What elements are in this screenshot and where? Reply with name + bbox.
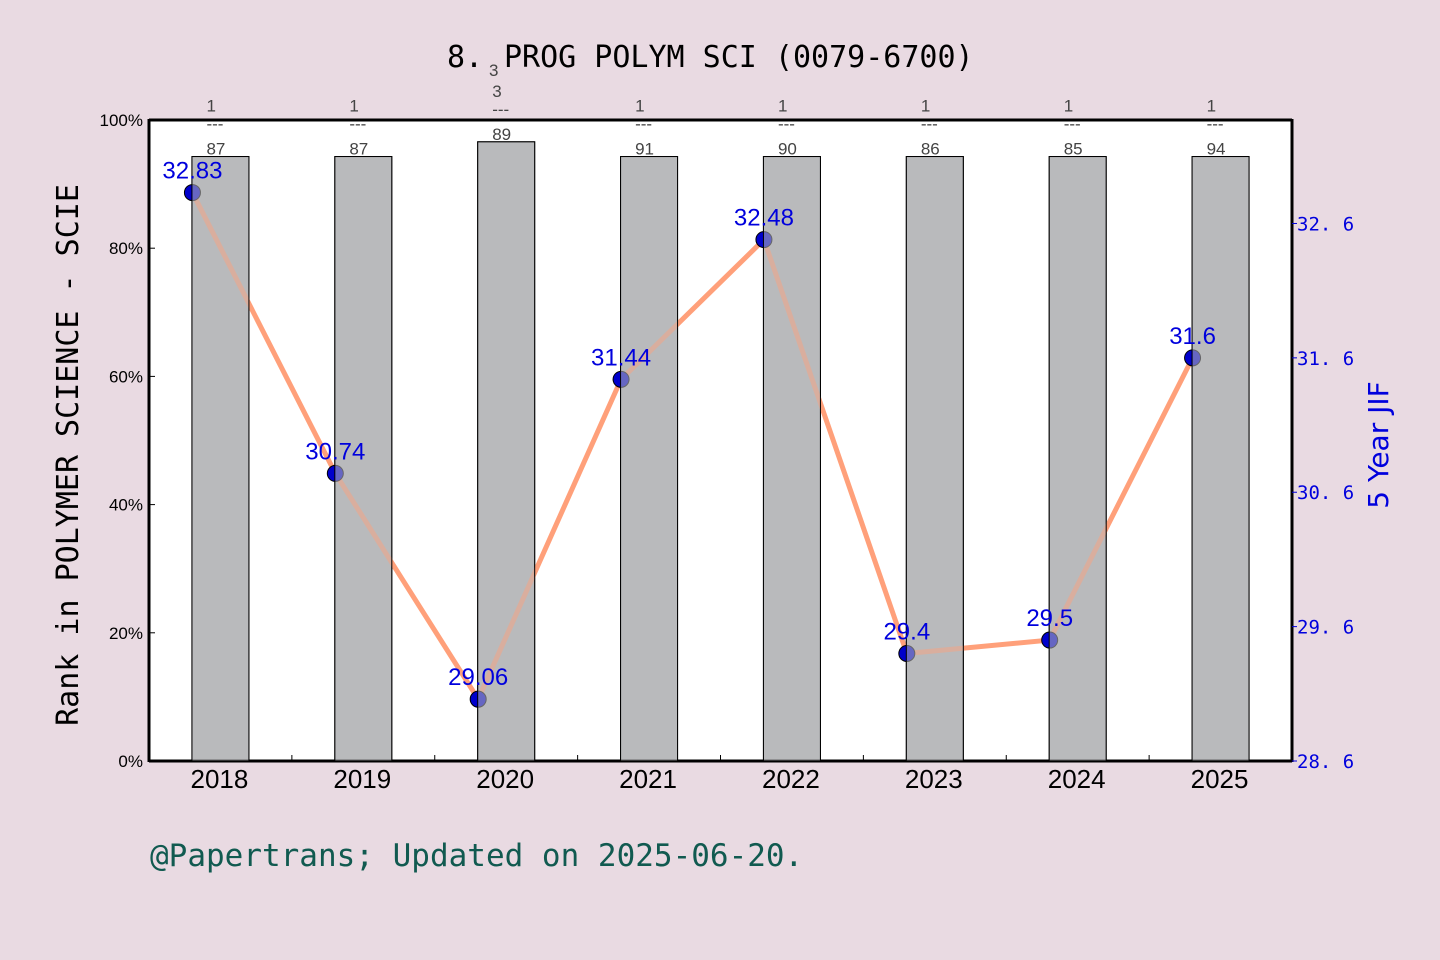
- jif-value-label: 31.44: [591, 344, 651, 371]
- y-tick-label: 20%: [109, 624, 143, 643]
- rank-divider: ---: [1207, 115, 1224, 134]
- bar-overlay: [620, 156, 679, 762]
- rank-numerator: 1: [1064, 97, 1073, 116]
- left-axis: 0% 20% 40% 60% 80% 100%: [100, 111, 155, 771]
- rank-divider: ---: [778, 115, 795, 134]
- chart-title: 8. 3 PROG POLYM SCI (0079-6700): [447, 40, 974, 80]
- rank-divider: ---: [492, 100, 509, 119]
- y-tick-label: 100%: [100, 111, 143, 130]
- jif-value-label: 32.83: [162, 158, 222, 185]
- title-superscript: 3: [489, 61, 498, 80]
- rank-numerator: 3: [492, 82, 501, 101]
- bar-overlay: [191, 156, 250, 762]
- bar-overlay: [1191, 156, 1250, 762]
- rank-numerator: 1: [778, 97, 787, 116]
- title-prefix: 8.: [447, 40, 483, 75]
- y2-tick-label: 29. 6: [1297, 617, 1354, 639]
- x-tick-label: 2018: [191, 764, 249, 794]
- y2-tick-label: 28. 6: [1297, 751, 1354, 773]
- bar-overlay: [905, 156, 964, 762]
- rank-divider: ---: [635, 115, 652, 134]
- right-axis: 28. 6 29. 6 30. 6 31. 6 32. 6: [1292, 213, 1354, 773]
- y-tick-label: 40%: [109, 496, 143, 515]
- footer-credit: @Papertrans; Updated on 2025-06-20.: [150, 838, 803, 874]
- rank-denominator: 85: [1064, 140, 1083, 159]
- y2-tick-label: 32. 6: [1297, 213, 1354, 235]
- y2-tick-label: 31. 6: [1297, 348, 1354, 370]
- jif-value-label: 29.06: [448, 664, 508, 691]
- bar-overlay: [477, 141, 536, 762]
- x-tick-label: 2021: [619, 764, 677, 794]
- x-tick-label: 2020: [476, 764, 534, 794]
- rank-numerator: 1: [635, 97, 644, 116]
- y-tick-label: 80%: [109, 239, 143, 258]
- title-main: PROG POLYM SCI (0079-6700): [504, 40, 974, 75]
- rank-numerator: 1: [921, 97, 930, 116]
- rank-denominator: 94: [1207, 140, 1226, 159]
- rank-divider: ---: [921, 115, 938, 134]
- rank-denominator: 87: [349, 140, 368, 159]
- x-tick-label: 2025: [1191, 764, 1249, 794]
- rank-denominator: 90: [778, 140, 797, 159]
- rank-divider: ---: [206, 115, 223, 134]
- jif-value-label: 30.74: [305, 438, 365, 465]
- y2-tick-label: 30. 6: [1297, 482, 1354, 504]
- value-labels: 32.83 30.74 29.06 31.44 32.48 29.4 29.5 31.6: [162, 158, 1216, 692]
- bar-overlay: [334, 156, 393, 762]
- rank-numerator: 1: [349, 97, 358, 116]
- rank-divider: ---: [1064, 115, 1081, 134]
- y-tick-label: 0%: [118, 752, 143, 771]
- y-axis-label: Rank in POLYMER SCIENCE - SCIE: [51, 184, 86, 726]
- jif-value-label: 29.4: [883, 618, 930, 645]
- bar-overlay: [1048, 156, 1107, 762]
- y2-axis-label: 5 Year JIF: [1362, 381, 1395, 509]
- bar-overlay: [762, 156, 821, 762]
- x-tick-label: 2019: [333, 764, 391, 794]
- y-tick-label: 60%: [109, 367, 143, 386]
- rank-denominator: 89: [492, 125, 511, 144]
- rank-numerator: 1: [1207, 97, 1216, 116]
- jif-value-label: 32.48: [734, 205, 794, 232]
- rank-denominator: 87: [206, 140, 225, 159]
- rank-denominator: 91: [635, 140, 654, 159]
- rank-divider: ---: [349, 115, 366, 134]
- rank-numerator: 1: [206, 97, 215, 116]
- x-tick-label: 2022: [762, 764, 820, 794]
- jif-value-label: 29.5: [1026, 605, 1073, 632]
- x-tick-label: 2023: [905, 764, 963, 794]
- jif-value-label: 31.6: [1169, 323, 1216, 350]
- x-tick-label: 2024: [1048, 764, 1106, 794]
- x-axis: 2018 2019 2020 2021 2022 2023 2024 2025: [191, 755, 1249, 794]
- rank-denominator: 86: [921, 140, 940, 159]
